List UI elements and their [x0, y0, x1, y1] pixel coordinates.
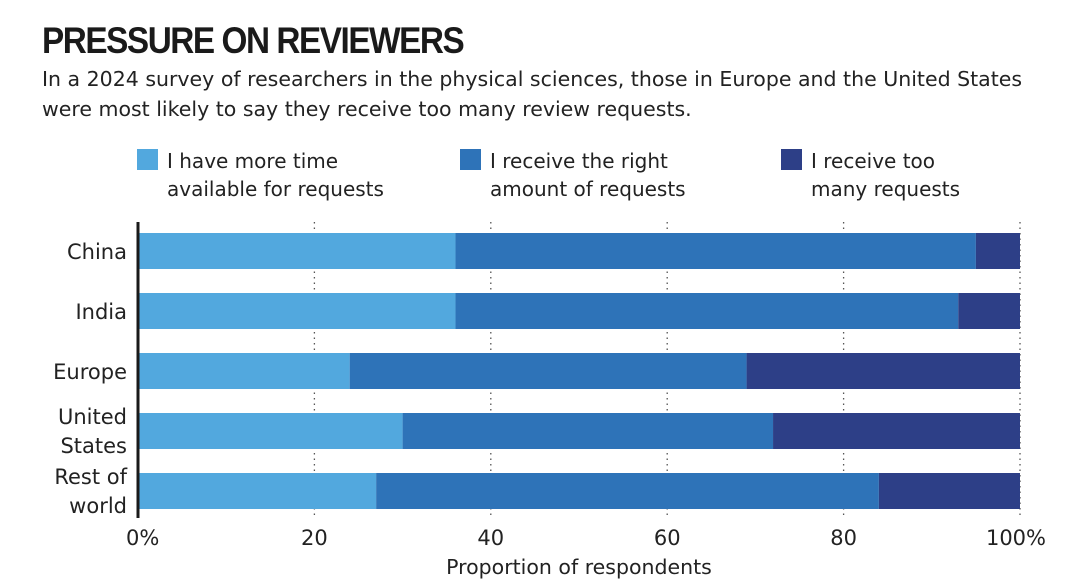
bar-india-more-time — [138, 293, 456, 329]
chart-title: PRESSURE ON REVIEWERS — [42, 20, 465, 61]
category-label-china: China — [67, 240, 127, 264]
bar-rest-of-world-more-time — [138, 473, 377, 509]
legend-item-too-many: I receive too many requests — [781, 147, 960, 203]
category-label-india: India — [75, 300, 127, 324]
bar-china-too-many — [975, 233, 1020, 269]
x-tick-label-20: 20 — [301, 526, 328, 550]
x-axis-title: Proportion of respondents — [446, 555, 712, 579]
stacked-bar-chart: China India Europe United States Rest of world… — [53, 222, 1046, 579]
bar-india-right-amount — [455, 293, 959, 329]
legend-item-more-time: I have more time available for requests — [137, 147, 384, 203]
x-tick-label-100: 100% — [986, 526, 1046, 550]
legend-item-right-amount: I receive the right amount of requests — [460, 147, 686, 203]
category-label-europe: Europe — [53, 360, 127, 384]
bar-rest-of-world-too-many — [878, 473, 1020, 509]
legend-label-too-many: I receive too many requests — [811, 149, 961, 201]
category-label-rest-of-world-line-2: world — [69, 494, 127, 518]
bar-united-states-more-time — [138, 413, 403, 449]
bar-united-states-too-many — [773, 413, 1020, 449]
chart-subtitle: In a 2024 survey of researchers in the p… — [42, 67, 1023, 121]
category-label-united-states-line-2: States — [60, 434, 127, 458]
legend-label-more-time: I have more time available for requests — [167, 149, 384, 201]
x-tick-label-0: 0% — [126, 526, 159, 550]
legend-swatch-more-time — [137, 149, 158, 170]
x-tick-label-40: 40 — [477, 526, 504, 550]
category-label-rest-of-world-line-1: Rest of — [54, 465, 127, 489]
legend-swatch-too-many — [781, 149, 802, 170]
legend-label-right-amount: I receive the right amount of requests — [490, 149, 686, 201]
bar-china-right-amount — [455, 233, 976, 269]
bar-china-more-time — [138, 233, 456, 269]
bar-india-too-many — [958, 293, 1020, 329]
bar-rest-of-world-right-amount — [376, 473, 879, 509]
bar-europe-too-many — [746, 353, 1020, 389]
x-tick-label-60: 60 — [654, 526, 681, 550]
legend-swatch-right-amount — [460, 149, 481, 170]
x-tick-label-80: 80 — [830, 526, 857, 550]
category-label-united-states-line-1: United — [58, 405, 127, 429]
bar-europe-right-amount — [349, 353, 747, 389]
bar-europe-more-time — [138, 353, 350, 389]
bar-united-states-right-amount — [402, 413, 774, 449]
